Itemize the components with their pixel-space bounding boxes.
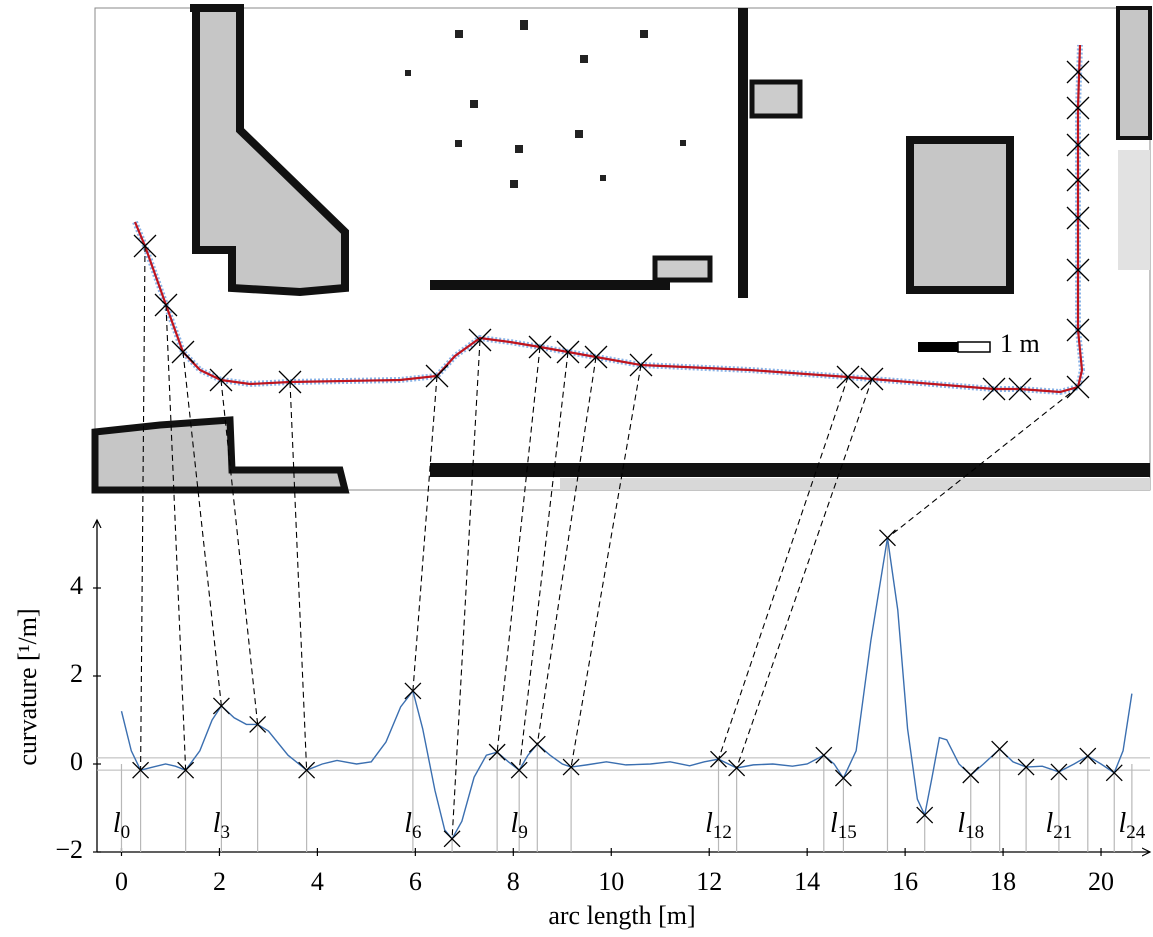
scale-label: 1 m [1000,329,1040,358]
x-tick-label: 8 [507,867,520,896]
y-axis-label: curvature [¹/m] [13,608,42,765]
page: {"map": {"scale_label": "1 m"}, "chart_d… [0,0,1153,937]
x-tick-label: 2 [213,867,226,896]
y-tick-label: −2 [55,835,83,864]
y-tick-label: 4 [70,571,83,600]
map-wall [910,140,1010,290]
x-tick-label: 0 [115,867,128,896]
landmark-label-sub: 15 [838,822,857,843]
x-tick-label: 6 [409,867,422,896]
map-wall [430,463,1150,477]
y-tick-label: 2 [70,659,83,688]
x-tick-label: 12 [696,867,722,896]
x-tick-label: 16 [892,867,918,896]
map-wall [738,8,748,298]
y-tick-label: 0 [70,747,83,776]
landmark-label-sub: 0 [121,822,131,843]
figure: 1 m arc length [m] curvature [¹/m] 02468… [0,0,1153,937]
x-tick-label: 20 [1088,867,1114,896]
map-wall [655,258,710,280]
landmark-label-sub: 6 [412,822,422,843]
map-wall [1118,8,1150,138]
landmark-label-sub: 12 [713,822,732,843]
landmark-label-sub: 3 [221,822,231,843]
curvature-line [121,538,1131,839]
landmark-label-sub: 24 [1126,822,1146,843]
landmark-label-sub: 18 [965,822,984,843]
map-wall [430,280,670,290]
landmark-label-sub: 21 [1053,822,1072,843]
landmark-label-sub: 9 [518,822,528,843]
occupancy-map: 1 m [95,8,1150,490]
map-wall [1118,150,1150,270]
x-tick-label: 10 [598,867,624,896]
x-tick-label: 18 [990,867,1016,896]
map-wall [752,82,800,116]
x-tick-label: 4 [311,867,324,896]
x-axis-label: arc length [m] [548,901,695,930]
x-tick-label: 14 [794,867,820,896]
map-wall [560,478,1150,490]
